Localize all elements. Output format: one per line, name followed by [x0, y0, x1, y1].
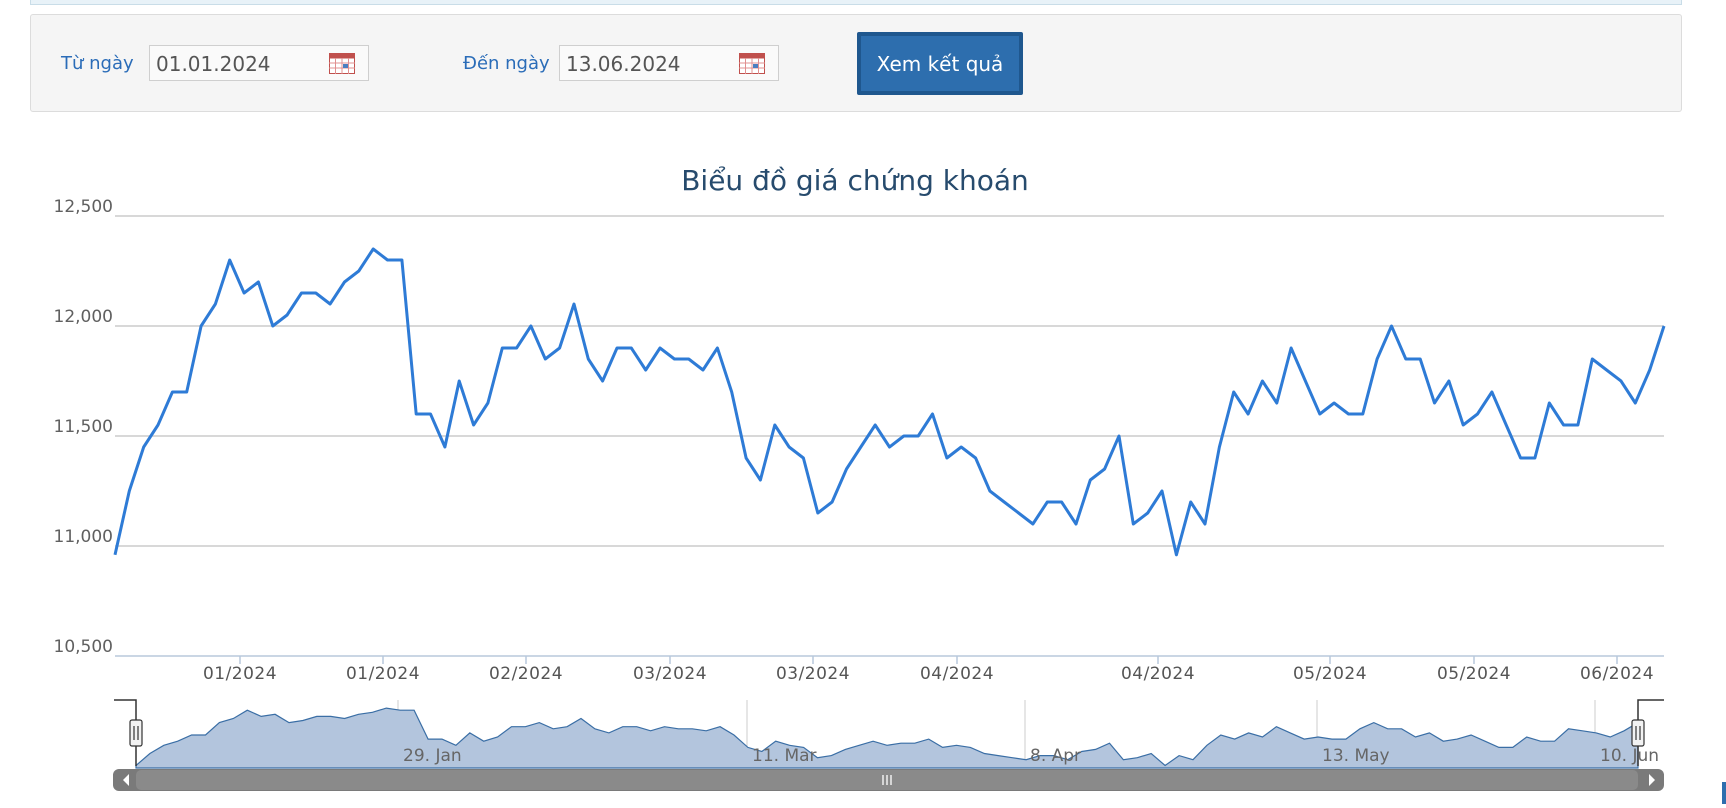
y-tick-label: 11,000: [54, 527, 113, 547]
x-axis: 01/2024 01/2024 02/2024 03/2024 03/2024 04/20…: [203, 656, 1654, 684]
x-tick-label: 01/2024: [346, 664, 420, 684]
navigator-right-handle[interactable]: [1631, 719, 1645, 747]
from-date-label: Từ ngày: [61, 53, 134, 74]
x-tick-label: 04/2024: [920, 664, 994, 684]
top-strip: [30, 0, 1682, 5]
y-tick-label: 12,000: [54, 307, 113, 327]
y-tick-label: 11,500: [54, 417, 113, 437]
from-date-field[interactable]: 01.01.2024: [149, 45, 369, 81]
x-tick-label: 02/2024: [489, 664, 563, 684]
navigator-label: 10. Jun: [1600, 746, 1659, 766]
y-tick-label: 10,500: [54, 637, 113, 657]
price-series: [113, 247, 1666, 557]
view-results-button[interactable]: Xem kết quả: [857, 32, 1023, 95]
grid-lines: [115, 215, 1664, 657]
to-date-value: 13.06.2024: [566, 52, 681, 76]
x-tick-label: 05/2024: [1437, 664, 1511, 684]
view-results-label: Xem kết quả: [861, 36, 1019, 91]
x-tick-label: 04/2024: [1121, 664, 1195, 684]
edge-tab: [1722, 782, 1726, 804]
x-tick-label: 03/2024: [776, 664, 850, 684]
x-tick-label: 01/2024: [203, 664, 277, 684]
to-date-label: Đến ngày: [463, 53, 550, 74]
navigator-label: 8. Apr: [1030, 746, 1081, 766]
navigator-label: 29. Jan: [403, 746, 462, 766]
x-tick-label: 03/2024: [633, 664, 707, 684]
x-tick-label: 05/2024: [1293, 664, 1367, 684]
calendar-icon[interactable]: [739, 50, 765, 74]
navigator: 29. Jan 11. Mar 8. Apr 13. May 10. Jun: [113, 699, 1726, 804]
navigator-left-handle[interactable]: [129, 719, 143, 747]
scroll-left-arrow-icon[interactable]: [123, 774, 129, 786]
scroll-right-arrow-icon[interactable]: [1649, 774, 1655, 786]
price-line: [113, 247, 1666, 557]
chart-title: Biểu đồ giá chứng khoán: [681, 164, 1029, 197]
date-filter-panel: Từ ngày 01.01.2024 Đến ngày 13.06.2024: [30, 14, 1682, 112]
to-date-field[interactable]: 13.06.2024: [559, 45, 779, 81]
calendar-icon[interactable]: [329, 50, 355, 74]
x-tick-label: 06/2024: [1580, 664, 1654, 684]
y-axis-labels: 12,500 12,000 11,500 11,000 10,500: [54, 197, 113, 657]
navigator-label: 11. Mar: [752, 746, 817, 766]
from-date-value: 01.01.2024: [156, 52, 271, 76]
y-tick-label: 12,500: [54, 197, 113, 217]
navigator-label: 13. May: [1322, 746, 1390, 766]
navigator-area: [135, 707, 1639, 769]
